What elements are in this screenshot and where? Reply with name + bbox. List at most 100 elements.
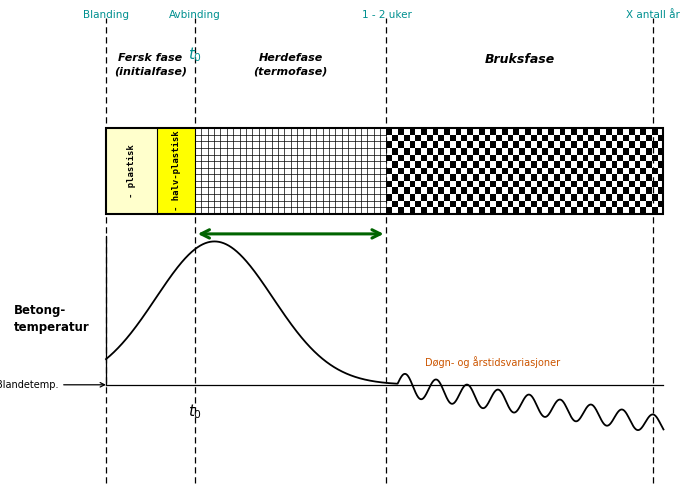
- Bar: [646, 175, 652, 181]
- Bar: [606, 181, 611, 188]
- Bar: [542, 135, 548, 141]
- Bar: [456, 207, 462, 214]
- Bar: [410, 194, 415, 201]
- Bar: [427, 175, 432, 181]
- Text: $t_0$: $t_0$: [188, 402, 202, 421]
- Bar: [502, 181, 508, 188]
- Bar: [525, 141, 531, 148]
- Bar: [415, 188, 421, 194]
- Bar: [600, 188, 606, 194]
- Bar: [635, 161, 640, 167]
- Bar: [473, 161, 479, 167]
- Bar: [548, 128, 554, 135]
- Bar: [525, 154, 531, 161]
- Bar: [386, 167, 392, 175]
- Bar: [629, 181, 635, 188]
- Bar: [635, 148, 640, 154]
- Bar: [502, 154, 508, 161]
- Bar: [548, 167, 554, 175]
- Bar: [652, 194, 658, 201]
- Bar: [623, 148, 629, 154]
- Bar: [502, 207, 508, 214]
- Bar: [392, 201, 398, 207]
- Bar: [404, 148, 410, 154]
- Bar: [462, 201, 467, 207]
- Bar: [536, 128, 542, 135]
- Bar: [484, 175, 490, 181]
- Bar: [410, 181, 415, 188]
- Bar: [496, 175, 502, 181]
- Bar: [462, 135, 467, 141]
- Bar: [606, 154, 611, 161]
- Bar: [386, 154, 392, 161]
- Bar: [392, 161, 398, 167]
- Bar: [560, 141, 566, 148]
- Bar: [421, 194, 427, 201]
- Bar: [519, 135, 525, 141]
- Bar: [560, 154, 566, 161]
- Bar: [519, 201, 525, 207]
- Bar: [444, 141, 450, 148]
- Bar: [444, 194, 450, 201]
- Bar: [577, 201, 583, 207]
- Bar: [450, 161, 456, 167]
- Bar: [508, 135, 514, 141]
- Bar: [479, 167, 484, 175]
- Bar: [450, 188, 456, 194]
- Bar: [456, 154, 462, 161]
- Bar: [438, 148, 444, 154]
- Bar: [427, 148, 432, 154]
- Bar: [606, 207, 611, 214]
- Bar: [536, 207, 542, 214]
- Bar: [577, 188, 583, 194]
- Bar: [438, 188, 444, 194]
- Bar: [536, 167, 542, 175]
- Bar: [450, 175, 456, 181]
- Text: X antall år: X antall år: [627, 10, 680, 20]
- Bar: [421, 207, 427, 214]
- Bar: [617, 141, 623, 148]
- Bar: [427, 201, 432, 207]
- Bar: [421, 181, 427, 188]
- Bar: [195, 128, 386, 214]
- Bar: [560, 167, 566, 175]
- Bar: [479, 194, 484, 201]
- Bar: [617, 194, 623, 201]
- Bar: [536, 154, 542, 161]
- Bar: [560, 128, 566, 135]
- Bar: [531, 161, 536, 167]
- Bar: [421, 167, 427, 175]
- Bar: [646, 201, 652, 207]
- Bar: [456, 141, 462, 148]
- Bar: [635, 175, 640, 181]
- Bar: [398, 128, 404, 135]
- Bar: [410, 154, 415, 161]
- Bar: [554, 161, 560, 167]
- Bar: [577, 148, 583, 154]
- Bar: [652, 167, 658, 175]
- Bar: [542, 188, 548, 194]
- Bar: [646, 135, 652, 141]
- Bar: [594, 167, 600, 175]
- Bar: [502, 128, 508, 135]
- Bar: [600, 201, 606, 207]
- Bar: [566, 201, 571, 207]
- Bar: [444, 207, 450, 214]
- Bar: [473, 201, 479, 207]
- Bar: [508, 201, 514, 207]
- Bar: [462, 148, 467, 154]
- Bar: [432, 194, 438, 201]
- Bar: [629, 194, 635, 201]
- Bar: [640, 154, 646, 161]
- Bar: [490, 181, 496, 188]
- Bar: [594, 207, 600, 214]
- Bar: [519, 161, 525, 167]
- Bar: [502, 167, 508, 175]
- Bar: [617, 167, 623, 175]
- Bar: [432, 167, 438, 175]
- Text: Avbinding: Avbinding: [169, 10, 221, 20]
- Bar: [583, 167, 588, 175]
- Bar: [514, 128, 519, 135]
- Bar: [525, 128, 531, 135]
- Bar: [531, 148, 536, 154]
